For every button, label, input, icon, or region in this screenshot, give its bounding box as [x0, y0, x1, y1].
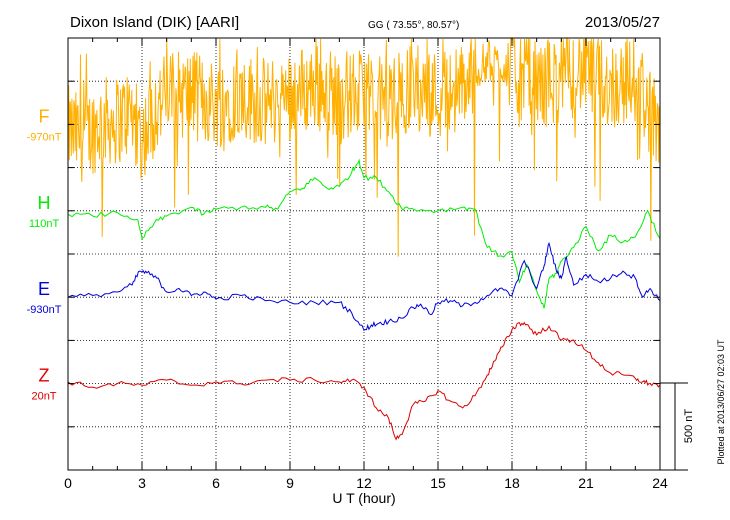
x-tick-label: 21 [578, 475, 594, 491]
channel-name-h: H [38, 193, 51, 213]
x-axis-ticks: 0 3 6 9 12 15 18 21 24 [64, 38, 668, 491]
chart-date: 2013/05/27 [585, 14, 660, 31]
x-tick-label: 24 [652, 475, 668, 491]
channel-labels: F -970nT H 110nT E -930nT Z 20nT [27, 106, 62, 402]
x-tick-label: 15 [430, 475, 446, 491]
plot-timestamp-note: Plotted at 2013/06/27 02:03 UT [716, 339, 726, 465]
x-tick-label: 18 [504, 475, 520, 491]
channel-baseline-z: 20nT [31, 391, 56, 403]
x-axis-label: U T (hour) [332, 490, 395, 506]
scale-bar-label: 500 nT [683, 409, 695, 444]
channel-name-z: Z [39, 366, 50, 386]
chart-title: Dixon Island (DIK) [AARI] [70, 14, 239, 31]
x-tick-label: 6 [212, 475, 220, 491]
x-tick-label: 0 [64, 475, 72, 491]
channel-baseline-f: -970nT [27, 131, 62, 143]
channel-baseline-h: 110nT [29, 218, 60, 230]
x-tick-label: 3 [138, 475, 146, 491]
chart-subtitle: GG ( 73.55°, 80.57°) [368, 20, 459, 31]
scale-bar: 500 nT [660, 382, 695, 471]
series-line-h [67, 158, 661, 309]
x-tick-label: 12 [356, 475, 372, 491]
channel-name-e: E [38, 279, 50, 299]
series-line-e [67, 241, 661, 332]
x-tick-label: 9 [286, 475, 294, 491]
y-axis-ticks [68, 80, 660, 428]
channel-name-f: F [39, 106, 50, 126]
channel-baseline-e: -930nT [27, 304, 62, 316]
series-line-z [67, 321, 661, 441]
